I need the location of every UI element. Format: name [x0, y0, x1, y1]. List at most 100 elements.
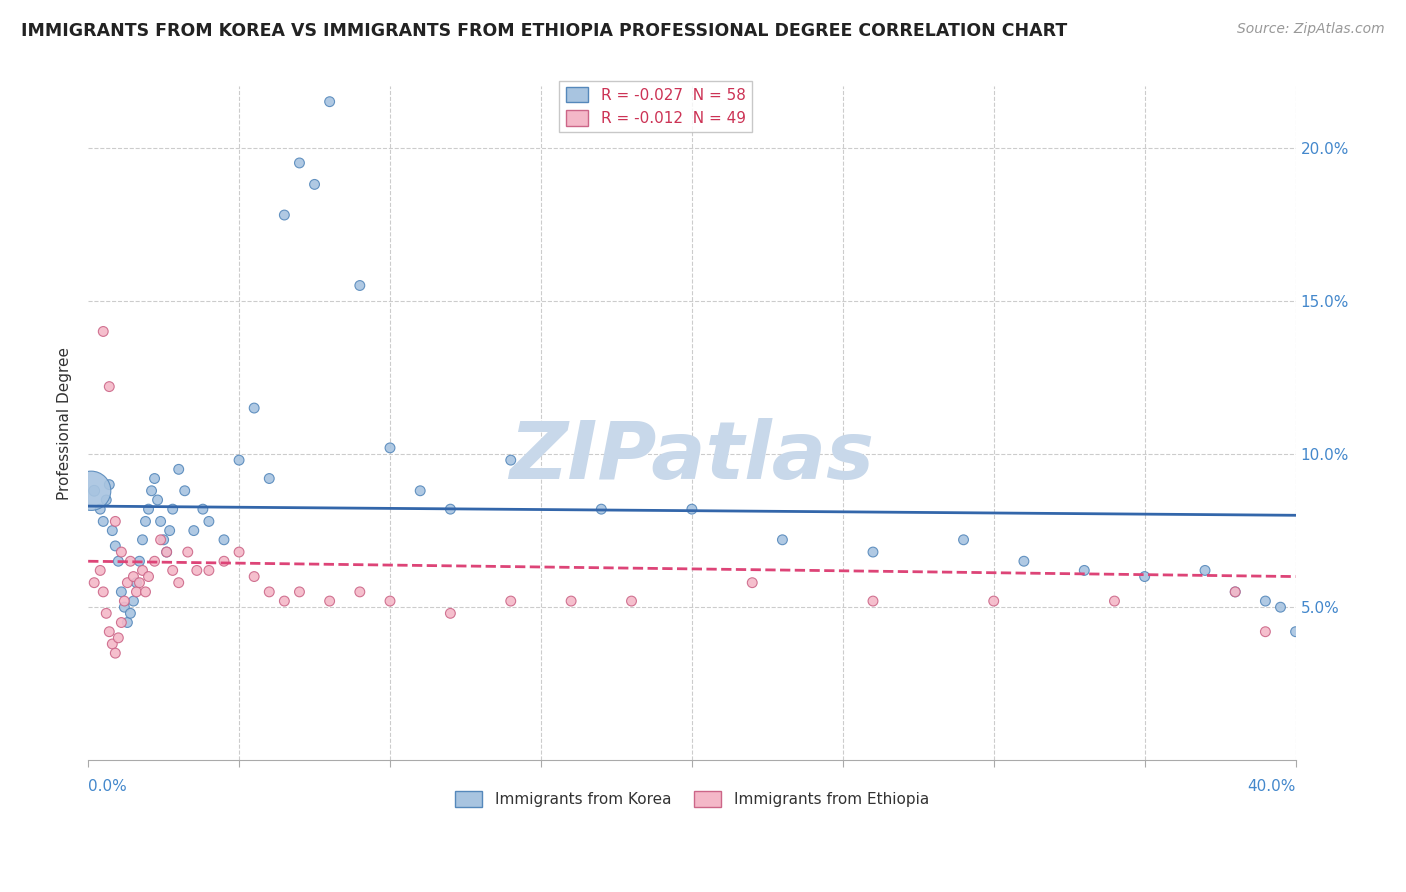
Point [117, 615, 139, 630]
Point [349, 278, 371, 293]
Point [862, 594, 884, 608]
Point [125, 585, 148, 599]
Point [228, 453, 250, 467]
Point [104, 539, 127, 553]
Point [228, 545, 250, 559]
Point [681, 502, 703, 516]
Point [1284, 624, 1306, 639]
Point [198, 515, 221, 529]
Point [112, 594, 135, 608]
Point [1194, 563, 1216, 577]
Point [983, 594, 1005, 608]
Point [198, 563, 221, 577]
Point [167, 575, 190, 590]
Point [91, 585, 114, 599]
Point [110, 545, 132, 559]
Point [288, 585, 311, 599]
Point [499, 594, 522, 608]
Point [80, 483, 103, 498]
Point [173, 483, 195, 498]
Point [110, 615, 132, 630]
Point [1270, 600, 1292, 615]
Point [143, 471, 166, 485]
Text: Source: ZipAtlas.com: Source: ZipAtlas.com [1237, 22, 1385, 37]
Point [212, 554, 235, 568]
Point [138, 569, 160, 583]
Point [83, 575, 105, 590]
Point [499, 453, 522, 467]
Point [146, 492, 169, 507]
Point [98, 624, 121, 639]
Point [143, 554, 166, 568]
Text: 40.0%: 40.0% [1247, 780, 1295, 794]
Point [98, 379, 121, 393]
Text: 0.0%: 0.0% [89, 780, 127, 794]
Point [138, 502, 160, 516]
Point [122, 569, 145, 583]
Point [243, 569, 266, 583]
Point [104, 515, 127, 529]
Point [149, 515, 172, 529]
Point [107, 631, 129, 645]
Point [134, 585, 156, 599]
Point [409, 483, 432, 498]
Y-axis label: Professional Degree: Professional Degree [58, 347, 72, 500]
Point [318, 95, 340, 109]
Point [1254, 624, 1277, 639]
Point [120, 554, 142, 568]
Point [378, 594, 401, 608]
Point [560, 594, 582, 608]
Point [83, 483, 105, 498]
Text: IMMIGRANTS FROM KOREA VS IMMIGRANTS FROM ETHIOPIA PROFESSIONAL DEGREE CORRELATIO: IMMIGRANTS FROM KOREA VS IMMIGRANTS FROM… [21, 22, 1067, 40]
Point [378, 441, 401, 455]
Point [134, 515, 156, 529]
Point [952, 533, 974, 547]
Point [91, 515, 114, 529]
Point [1225, 585, 1247, 599]
Point [110, 585, 132, 599]
Point [128, 575, 150, 590]
Point [128, 554, 150, 568]
Point [273, 208, 295, 222]
Point [1104, 594, 1126, 608]
Point [117, 575, 139, 590]
Point [1012, 554, 1035, 568]
Point [162, 563, 184, 577]
Point [96, 607, 118, 621]
Point [288, 156, 311, 170]
Point [89, 502, 111, 516]
Point [304, 178, 326, 192]
Point [439, 607, 461, 621]
Point [122, 594, 145, 608]
Legend: Immigrants from Korea, Immigrants from Ethiopia: Immigrants from Korea, Immigrants from E… [449, 785, 935, 814]
Point [862, 545, 884, 559]
Point [259, 585, 281, 599]
Point [167, 462, 190, 476]
Point [318, 594, 340, 608]
Point [243, 401, 266, 415]
Point [1073, 563, 1095, 577]
Point [89, 563, 111, 577]
Point [104, 646, 127, 660]
Point [191, 502, 214, 516]
Point [101, 637, 124, 651]
Text: ZIPatlas: ZIPatlas [509, 418, 875, 496]
Point [162, 502, 184, 516]
Point [177, 545, 200, 559]
Point [98, 477, 121, 491]
Point [186, 563, 208, 577]
Point [149, 533, 172, 547]
Point [1254, 594, 1277, 608]
Point [1133, 569, 1156, 583]
Point [259, 471, 281, 485]
Point [620, 594, 643, 608]
Point [91, 325, 114, 339]
Point [101, 524, 124, 538]
Point [112, 600, 135, 615]
Point [273, 594, 295, 608]
Point [349, 585, 371, 599]
Point [591, 502, 613, 516]
Point [156, 545, 179, 559]
Point [159, 524, 181, 538]
Point [183, 524, 205, 538]
